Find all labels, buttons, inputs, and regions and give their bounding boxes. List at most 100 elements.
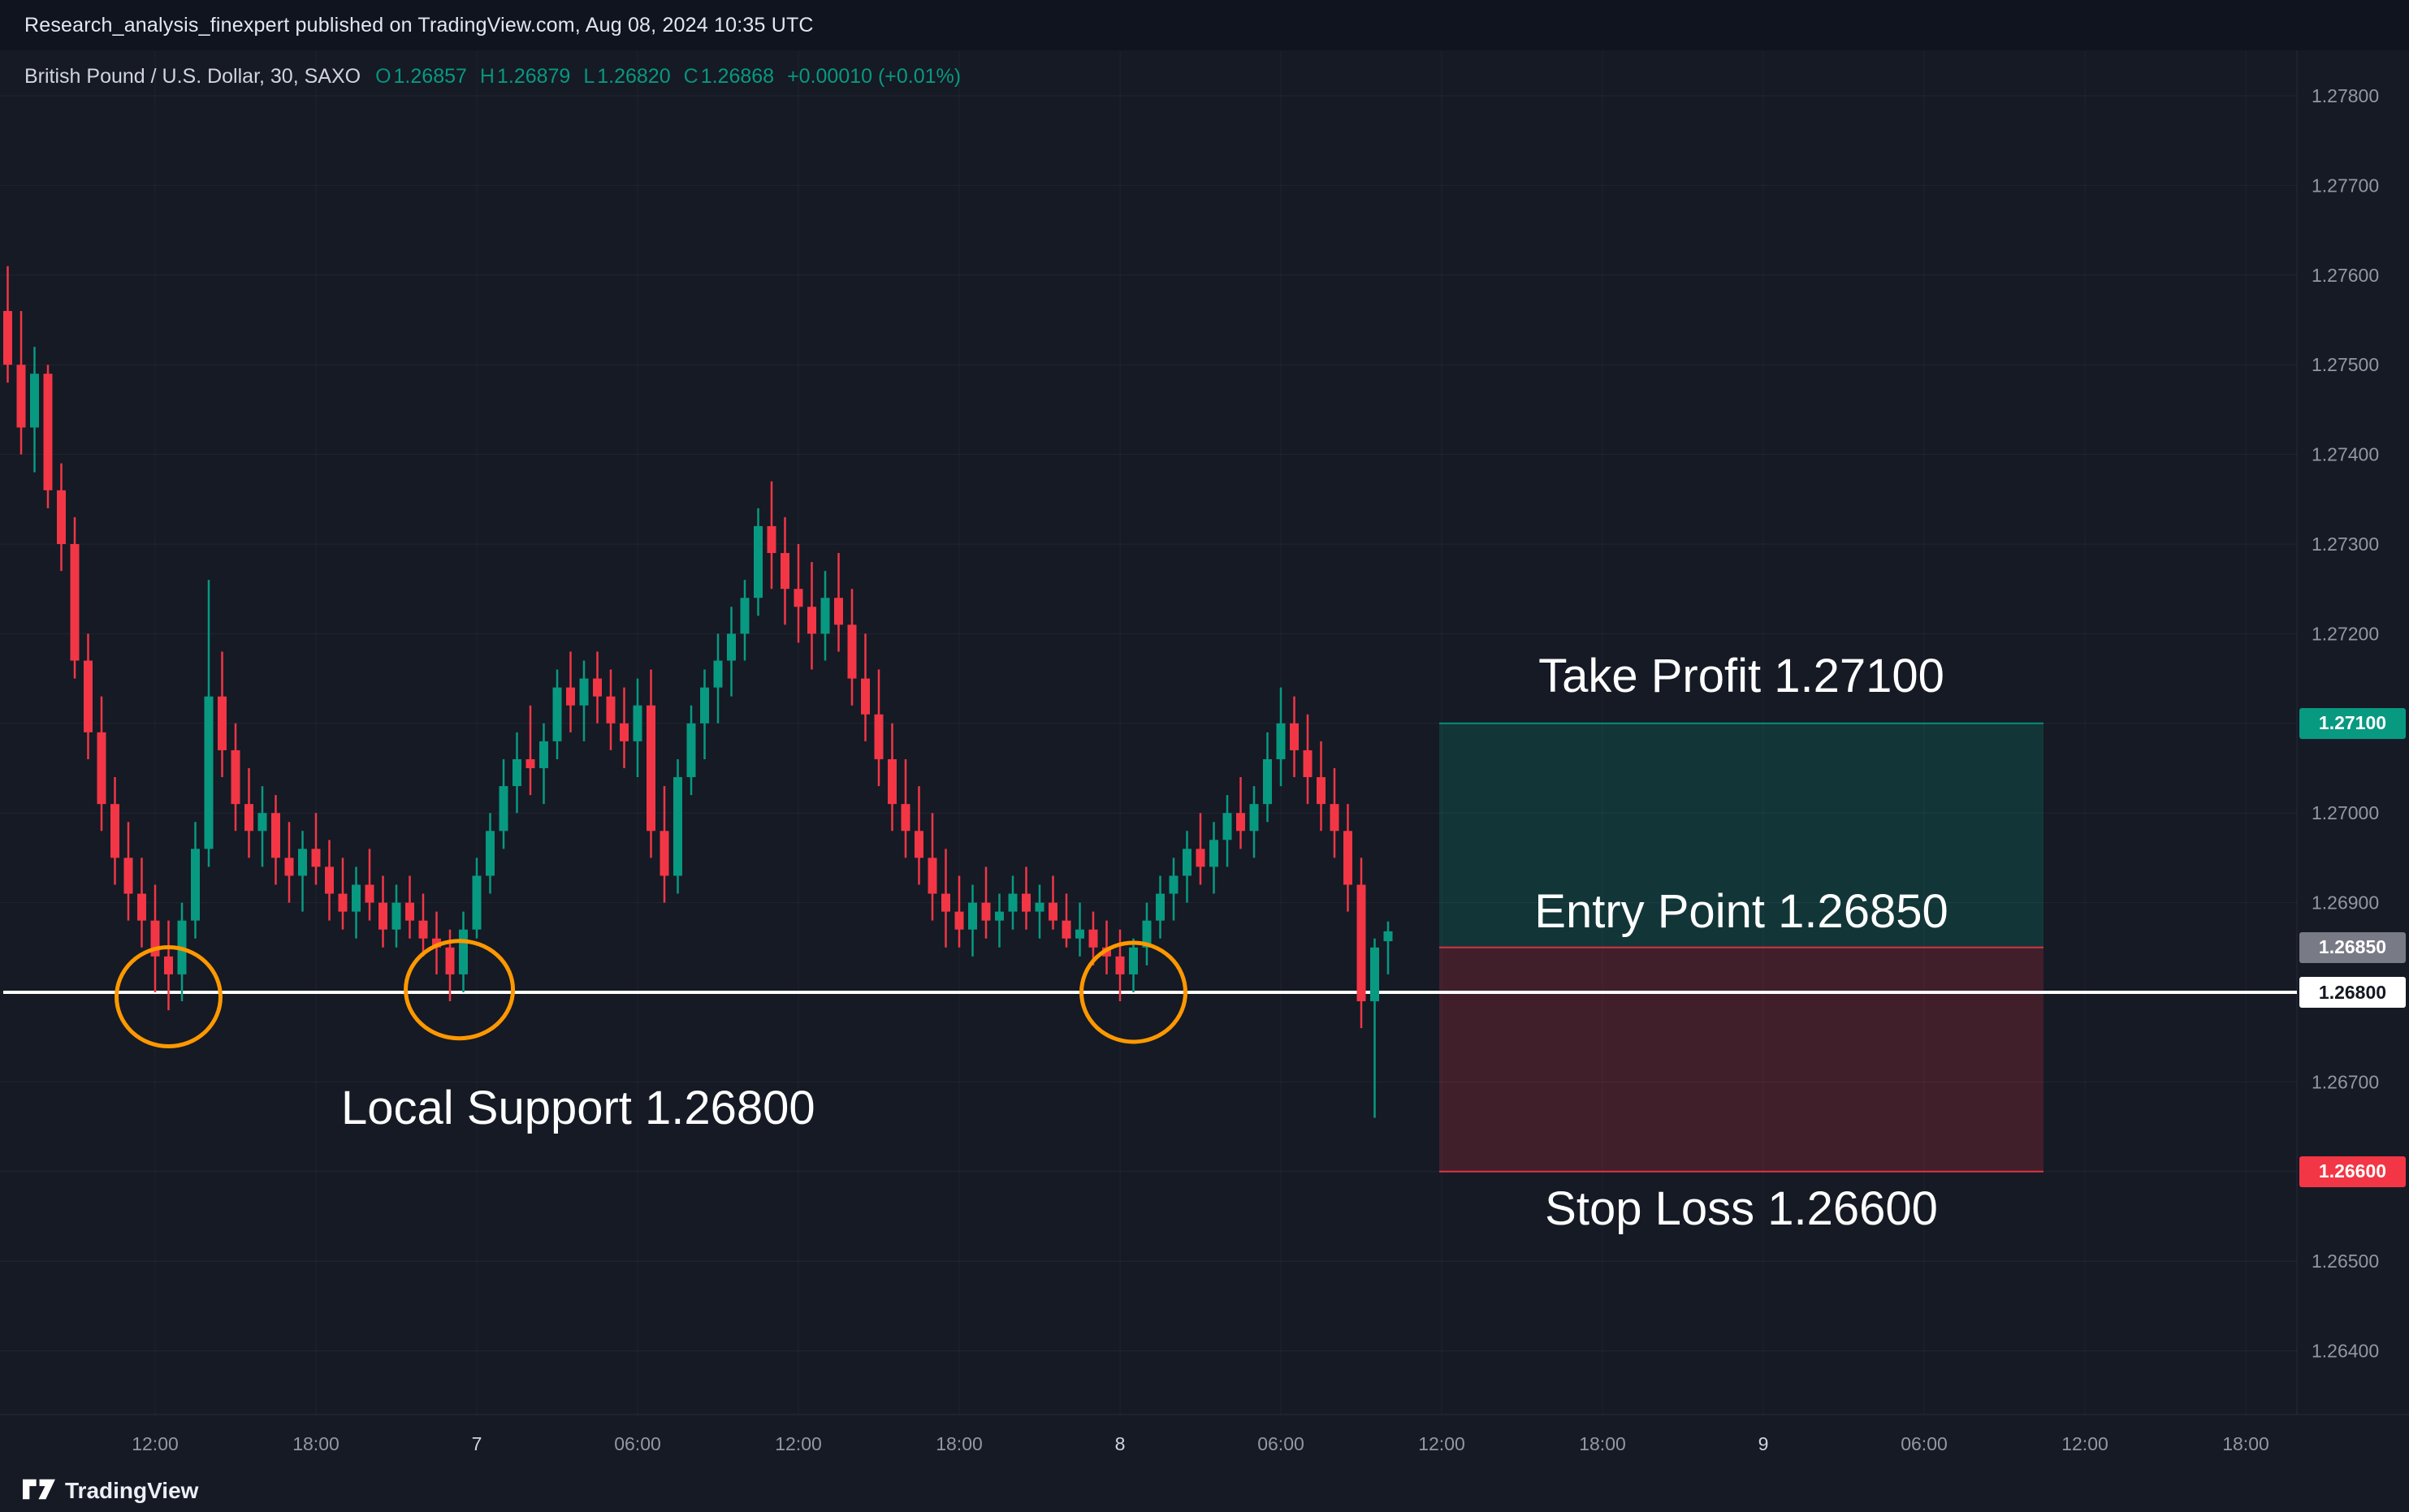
price-axis-label: 1.26400: [2312, 1341, 2379, 1362]
tradingview-brand-text[interactable]: TradingView: [65, 1478, 199, 1503]
candle-up: [352, 884, 361, 912]
candle-down: [861, 678, 870, 715]
entry-price-tag: 1.26850: [2299, 931, 2406, 963]
candle-up: [1035, 902, 1044, 912]
price-axis-label: 1.27400: [2312, 444, 2379, 465]
time-axis-label: 06:00: [1901, 1433, 1948, 1454]
candle-down: [1343, 831, 1352, 885]
candle-down: [874, 714, 884, 759]
local-support-label[interactable]: Local Support 1.26800: [341, 1082, 815, 1134]
candle-down: [781, 553, 789, 590]
candle-up: [1263, 758, 1272, 805]
candle-down: [847, 624, 857, 679]
candle-down: [70, 544, 80, 661]
candle-down: [137, 893, 146, 921]
stop-loss-label[interactable]: Stop Loss 1.26600: [1545, 1182, 1938, 1235]
candle-down: [1330, 804, 1339, 832]
close-value: C 1.26868: [683, 65, 775, 88]
support-touch-circle[interactable]: [404, 939, 516, 1041]
price-axis-label: 1.27000: [2312, 802, 2379, 823]
candle-down: [218, 696, 227, 750]
time-axis-label: 12:00: [1418, 1433, 1465, 1454]
candle-up: [298, 849, 307, 876]
stop-loss-zone[interactable]: [1439, 947, 2044, 1172]
candle-up: [820, 598, 830, 634]
candle-up: [1169, 875, 1179, 894]
candle-down: [981, 902, 991, 921]
time-axis-label: 18:00: [1579, 1433, 1626, 1454]
candle-up: [486, 831, 495, 876]
candle-up: [968, 902, 977, 930]
candle-up: [995, 911, 1004, 921]
candle-down: [1290, 723, 1299, 750]
candle-down: [16, 365, 26, 428]
candle-up: [1156, 893, 1165, 921]
time-axis-label: 06:00: [1257, 1433, 1304, 1454]
candle-up: [1142, 920, 1152, 948]
take-profit-price-tag: 1.27100: [2299, 707, 2406, 739]
price-axis-label: 1.27300: [2312, 534, 2379, 555]
candle-up: [1370, 947, 1379, 1002]
take-profit-label[interactable]: Take Profit 1.27100: [1538, 650, 1944, 702]
candle-down: [606, 696, 616, 724]
entry-point-label[interactable]: Entry Point 1.26850: [1534, 885, 1948, 938]
candle-up: [539, 741, 548, 768]
candle-down: [150, 920, 160, 957]
candle-down: [110, 804, 119, 858]
take-profit-zone[interactable]: [1439, 723, 2044, 948]
candle-down: [525, 758, 535, 768]
candle-up: [740, 598, 750, 634]
candle-up: [513, 758, 521, 787]
candle-up: [30, 374, 39, 428]
tradingview-logo-icon[interactable]: [23, 1479, 55, 1504]
price-axis-label: 1.26900: [2312, 892, 2379, 914]
candle-up: [1129, 947, 1138, 974]
candle-down: [941, 893, 950, 912]
candle-down: [43, 374, 53, 490]
candle-up: [1222, 813, 1232, 840]
candle-down: [1062, 920, 1071, 939]
candle-down: [84, 660, 93, 732]
candle-down: [1303, 750, 1313, 778]
time-axis-label: 12:00: [132, 1433, 179, 1454]
price-axis-label: 1.27600: [2312, 265, 2379, 286]
candle-up: [191, 849, 200, 921]
candle-down: [325, 866, 334, 894]
price-axis-label: 1.27200: [2312, 623, 2379, 644]
candle-up: [713, 660, 723, 688]
open-value: O 1.26857: [375, 65, 467, 88]
candle-down: [231, 750, 240, 805]
candle-down: [405, 902, 414, 921]
support-price-tag: 1.26800: [2299, 977, 2406, 1008]
candle-up: [391, 902, 401, 930]
candle-down: [767, 525, 776, 554]
candle-up: [1075, 929, 1084, 939]
candle-down: [1049, 902, 1057, 921]
candle-down: [794, 589, 803, 607]
candle-down: [954, 911, 964, 930]
candle-down: [123, 858, 133, 894]
low-value: L 1.26820: [583, 65, 671, 88]
candle-down: [915, 831, 923, 858]
time-axis-label: 18:00: [936, 1433, 983, 1454]
candle-up: [257, 813, 267, 832]
support-touch-circle[interactable]: [115, 945, 223, 1049]
candle-down: [928, 858, 937, 894]
candle-up: [472, 875, 482, 930]
candle-down: [1022, 893, 1031, 912]
candle-down: [647, 705, 655, 832]
price-axis-label: 1.27500: [2312, 354, 2379, 375]
price-axis-label: 1.26500: [2312, 1251, 2379, 1272]
candle-down: [566, 687, 575, 706]
candle-down: [1088, 929, 1098, 948]
time-axis-label: 12:00: [775, 1433, 822, 1454]
support-touch-circle[interactable]: [1079, 940, 1187, 1044]
time-axis-label: 18:00: [292, 1433, 340, 1454]
high-value: H 1.26879: [479, 65, 571, 88]
footer-bar: TradingView: [23, 1478, 198, 1504]
price-axis-label: 1.27700: [2312, 175, 2379, 196]
candle-down: [432, 938, 441, 948]
candle-down: [807, 607, 816, 634]
